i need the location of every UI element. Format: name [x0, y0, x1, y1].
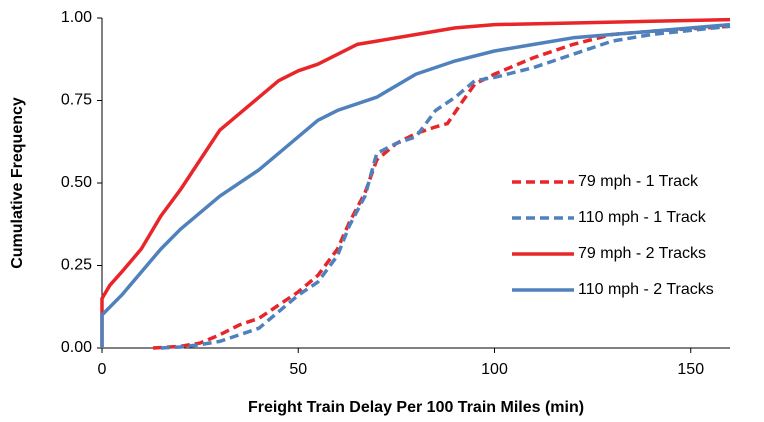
y-tick-label: 0.50 — [61, 174, 92, 191]
x-tick-label: 0 — [98, 361, 107, 378]
legend-label: 79 mph - 2 Tracks — [578, 245, 706, 262]
x-tick-label: 100 — [481, 361, 508, 378]
series-line — [100, 22, 731, 348]
legend-label: 79 mph - 1 Track — [578, 173, 699, 190]
y-tick-label: 0.75 — [61, 92, 92, 109]
series-line — [160, 24, 731, 350]
x-axis-title: Freight Train Delay Per 100 Train Miles … — [248, 399, 584, 416]
y-tick-label: 0.25 — [61, 257, 92, 274]
series-line — [100, 17, 731, 348]
y-tick-label: 0.00 — [61, 339, 92, 356]
x-tick-label: 150 — [677, 361, 704, 378]
x-tick-label: 50 — [289, 361, 307, 378]
y-tick-label: 1.00 — [61, 9, 92, 26]
legend-label: 110 mph - 2 Tracks — [578, 281, 714, 298]
legend-label: 110 mph - 1 Track — [578, 209, 707, 226]
y-axis-title: Cumulative Frequency — [9, 97, 26, 269]
